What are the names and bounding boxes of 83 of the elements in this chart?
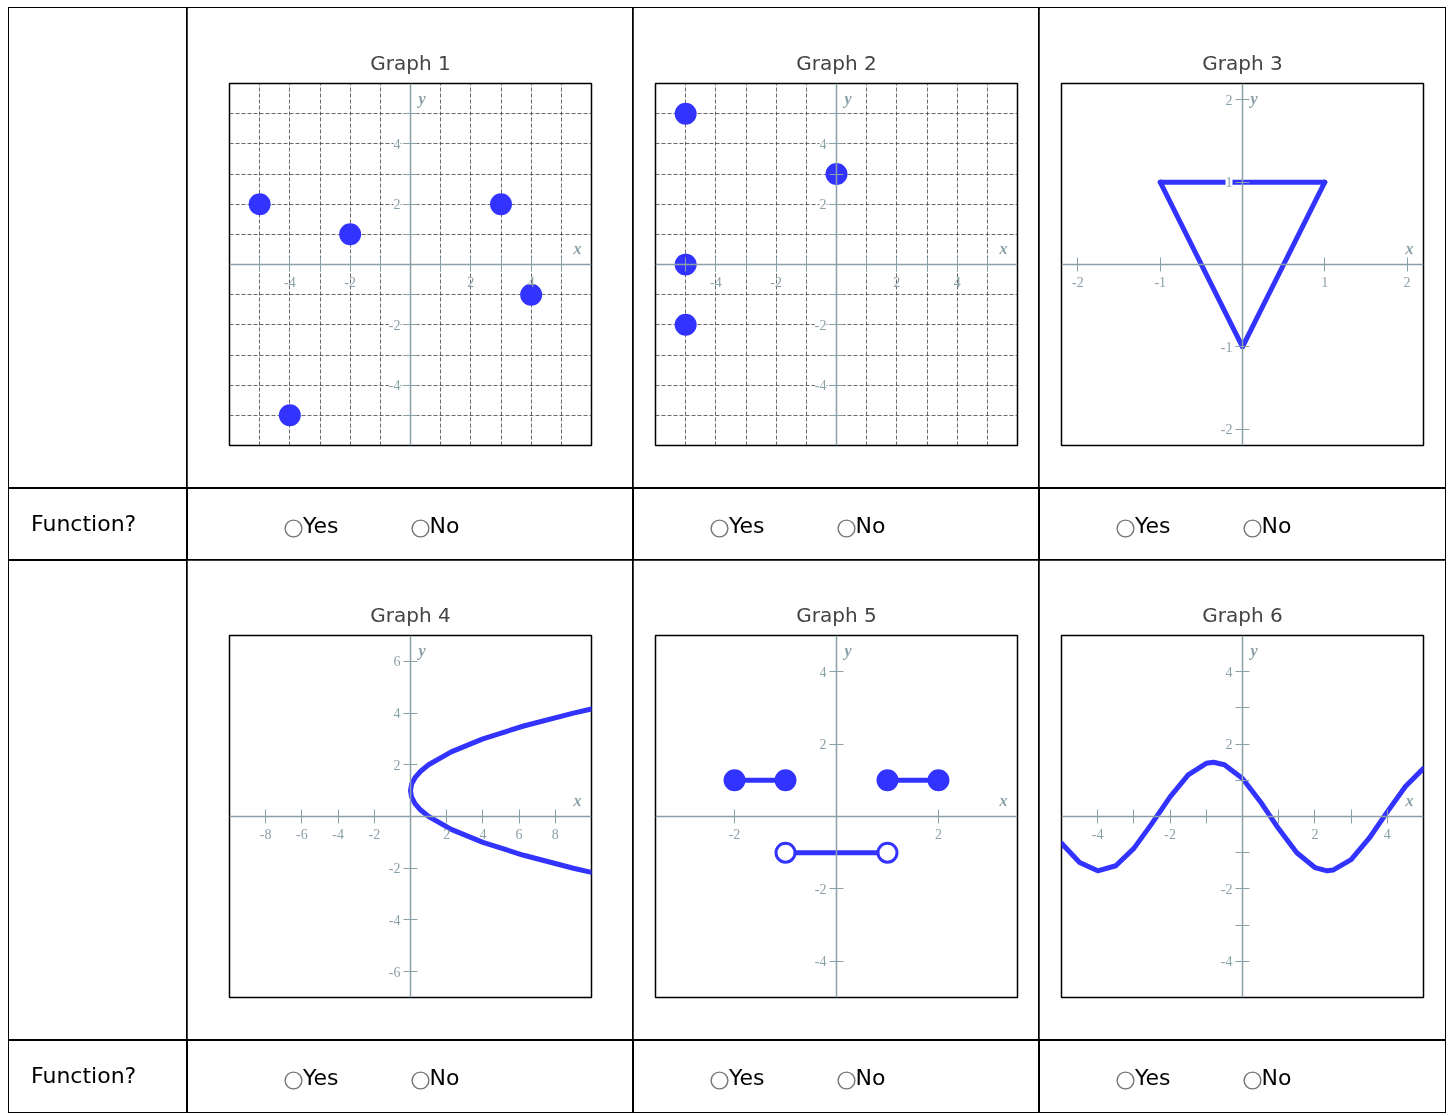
y-axis-title: y <box>1248 641 1259 660</box>
text: Yes <box>729 513 765 538</box>
x-tick-label: 1 <box>1321 274 1329 290</box>
x-tick-label: -2 <box>1164 826 1176 842</box>
x-tick-label: -4 <box>332 826 344 842</box>
text: No <box>855 1065 886 1090</box>
x-tick-label: 2 <box>893 274 901 290</box>
chart-title: Graph 4 <box>370 602 451 627</box>
y-tick-label: 2 <box>1225 92 1233 108</box>
y-axis-title: y <box>842 641 853 660</box>
y-tick-label: -4 <box>388 912 401 928</box>
x-axis-title: x <box>1404 239 1414 257</box>
text: Yes <box>303 1065 339 1090</box>
y-tick-label: 4 <box>819 664 827 680</box>
y-tick-label: -2 <box>814 881 827 897</box>
x-tick-label: 6 <box>515 826 523 842</box>
y-tick-label: -2 <box>814 317 827 333</box>
x-tick-label: -2 <box>728 826 741 842</box>
text: Yes <box>1135 513 1171 538</box>
x-tick-label: -2 <box>1072 274 1084 290</box>
x-tick-label: -2 <box>344 274 357 290</box>
x-tick-label: -2 <box>770 274 783 290</box>
y-tick-label: -6 <box>388 964 401 980</box>
text: No <box>1261 1065 1292 1090</box>
y-tick-label: -4 <box>1220 954 1233 970</box>
y-tick-label: -4 <box>388 378 401 394</box>
x-tick-label: -8 <box>259 826 272 842</box>
y-tick-label: 1 <box>1225 175 1233 191</box>
y-tick-label: -2 <box>388 861 401 877</box>
text: Function? <box>31 1062 137 1091</box>
text: Yes <box>1135 1065 1171 1090</box>
chart-title: Graph 5 <box>796 602 877 627</box>
y-tick-label: -1 <box>1220 339 1233 355</box>
y-tick-label: -4 <box>814 378 827 394</box>
x-tick-label: -4 <box>710 274 722 290</box>
y-tick-label: 4 <box>819 136 827 152</box>
y-tick-label: 2 <box>393 757 401 773</box>
x-tick-label: 8 <box>551 826 559 842</box>
chart-title: Graph 3 <box>1202 50 1283 75</box>
y-tick-label: 2 <box>1225 737 1233 753</box>
y-tick-label: -2 <box>1220 422 1233 438</box>
y-tick-label: 2 <box>819 197 827 213</box>
chart-title: Graph 1 <box>370 50 451 75</box>
text: No <box>855 513 886 538</box>
y-tick-label: 6 <box>393 654 401 670</box>
x-tick-label: 4 <box>1383 826 1391 842</box>
y-tick-label: 2 <box>393 197 401 213</box>
y-tick-label: 2 <box>819 737 827 753</box>
text: Yes <box>729 1065 765 1090</box>
x-axis-title: x <box>998 239 1008 257</box>
y-tick-label: 4 <box>1225 664 1233 680</box>
chart-title: Graph 6 <box>1202 602 1283 627</box>
text: Yes <box>303 513 339 538</box>
y-tick-label: 4 <box>393 706 401 722</box>
x-axis-title: x <box>572 239 582 257</box>
y-axis-title: y <box>842 89 853 108</box>
x-tick-label: -2 <box>368 826 381 842</box>
x-axis-title: x <box>1404 791 1414 809</box>
y-tick-label: -2 <box>1220 881 1233 897</box>
x-tick-label: 2 <box>934 826 942 842</box>
x-tick-label: -4 <box>284 274 296 290</box>
text: Function? <box>31 510 137 539</box>
x-tick-label: 2 <box>1311 826 1319 842</box>
y-axis-title: y <box>416 641 427 660</box>
chart-title: Graph 2 <box>796 50 877 75</box>
x-tick-label: 4 <box>953 274 961 290</box>
x-tick-label: 2 <box>467 274 475 290</box>
text: No <box>429 1065 460 1090</box>
text: No <box>1261 513 1292 538</box>
x-tick-label: -6 <box>296 826 308 842</box>
y-tick-label: 4 <box>393 136 401 152</box>
x-tick-label: 2 <box>1403 274 1411 290</box>
x-tick-label: -4 <box>1091 826 1104 842</box>
y-tick-label: -4 <box>814 954 827 970</box>
x-axis-title: x <box>998 791 1008 809</box>
text: No <box>429 513 460 538</box>
x-axis-title: x <box>572 791 582 809</box>
x-tick-label: 2 <box>443 826 451 842</box>
y-axis-title: y <box>416 89 427 108</box>
y-tick-label: -2 <box>388 317 401 333</box>
x-tick-label: -1 <box>1154 274 1167 290</box>
y-axis-title: y <box>1248 89 1259 108</box>
x-tick-label: 4 <box>479 826 487 842</box>
